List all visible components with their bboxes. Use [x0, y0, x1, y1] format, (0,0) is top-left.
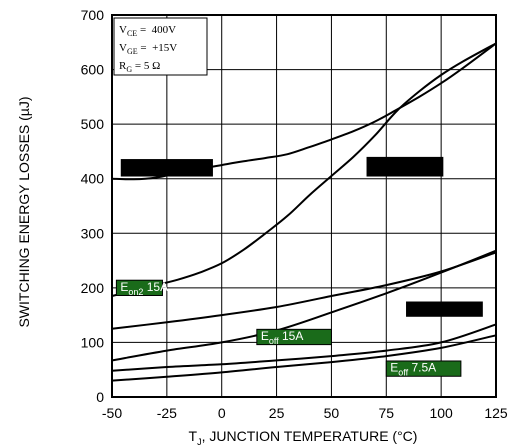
series-line-eoff-7-5a — [111, 334, 497, 382]
x-tick-label: 75 — [378, 405, 394, 421]
y-tick-label: 0 — [96, 389, 104, 405]
series-label-bg — [256, 328, 332, 346]
x-tick-labels: -50 -25 0 25 50 75 100 125 — [102, 405, 508, 421]
x-axis-title: TJ, JUNCTION TEMPERATURE (°C) — [189, 428, 418, 445]
redaction-block — [120, 159, 213, 177]
y-tick-label: 600 — [81, 62, 105, 78]
x-tick-label: 50 — [324, 405, 340, 421]
series-label-text: Eon2 15A — [120, 280, 168, 297]
condition-vge: VGE = +15V — [119, 42, 177, 56]
y-tick-label: 300 — [81, 225, 105, 241]
series-line-middle-redacted — [111, 42, 497, 297]
redaction-blocks — [120, 156, 483, 317]
x-tick-label: -50 — [102, 405, 122, 421]
condition-vce: VCE = 400V — [119, 24, 176, 38]
series-label-bg — [115, 279, 163, 296]
y-tick-label: 700 — [81, 7, 105, 23]
series-line-eoff-15a — [111, 249, 497, 362]
conditions-box: VCE = 400V VGE = +15V RG = 5 Ω — [113, 17, 208, 76]
series-label-text: Eoff 7.5A — [390, 361, 436, 378]
series-label-bg — [385, 360, 462, 377]
x-tick-label: 25 — [269, 405, 285, 421]
x-tick-label: -25 — [157, 405, 177, 421]
series-line-eon2-15a — [111, 251, 497, 330]
y-tick-label: 500 — [81, 116, 105, 132]
conditions-box-border — [113, 17, 208, 76]
x-tick-label: 125 — [484, 405, 508, 421]
y-tick-label: 100 — [81, 334, 105, 350]
y-tick-label: 400 — [81, 171, 105, 187]
condition-rg: RG = 5 Ω — [119, 60, 160, 74]
series-label-text: Eoff 15A — [261, 329, 304, 346]
x-tick-label: 0 — [218, 405, 226, 421]
y-tick-label: 200 — [81, 280, 105, 296]
x-tick-label: 100 — [429, 405, 453, 421]
y-tick-labels: 0 100 200 300 400 500 600 700 — [81, 7, 105, 405]
series-label-eoff-15a: Eoff 15A — [256, 328, 332, 346]
redaction-block — [366, 156, 444, 177]
plot-frame — [111, 14, 497, 398]
redaction-block — [406, 301, 483, 317]
grid — [111, 14, 497, 398]
y-axis-title: SWITCHING ENERGY LOSSES (µJ) — [16, 96, 32, 327]
series-label-eoff-7-5a: Eoff 7.5A — [385, 360, 462, 378]
series-label-eon2-15a: Eon2 15A — [115, 279, 168, 297]
series-line-lower-redacted — [111, 323, 497, 372]
series-labels: Eon2 15A Eoff 15A Eoff 7.5A — [115, 279, 462, 378]
